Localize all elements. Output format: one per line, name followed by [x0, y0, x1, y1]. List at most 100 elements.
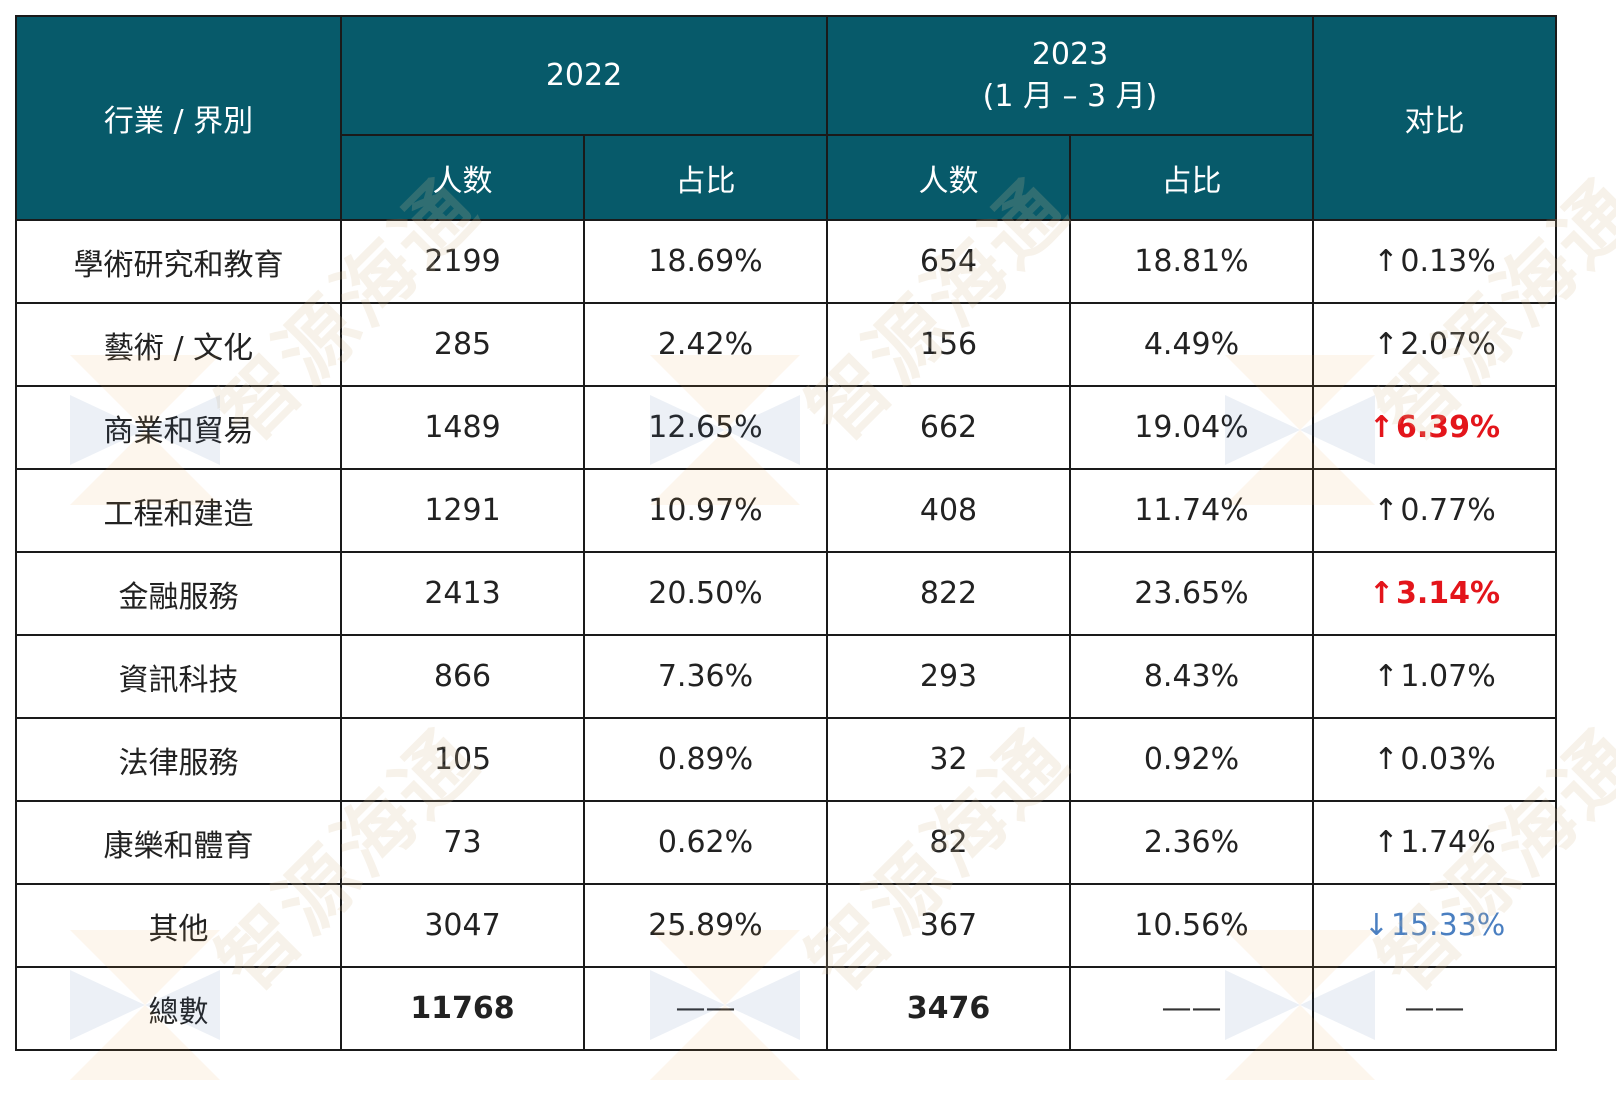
- industry-cell: 法律服務: [15, 717, 342, 802]
- people-2022-cell: 73: [340, 800, 585, 885]
- compare-value: 3.14%: [1396, 576, 1501, 611]
- people-2023-cell: 822: [826, 551, 1071, 636]
- share-2022-cell: 18.69%: [583, 219, 828, 304]
- header-compare: 对比: [1312, 15, 1557, 221]
- compare-value: 15.33%: [1390, 908, 1506, 943]
- people-2022-cell: 285: [340, 302, 585, 387]
- people-2023-cell: 662: [826, 385, 1071, 470]
- header-share-2023: 占比: [1069, 134, 1314, 221]
- compare-cell: ↑1.07%: [1312, 634, 1557, 719]
- table-row: 金融服務 2413 20.50% 822 23.65% ↑3.14%: [15, 551, 1557, 636]
- share-2022-cell: 10.97%: [583, 468, 828, 553]
- share-2022-cell: 2.42%: [583, 302, 828, 387]
- people-2023-cell: 293: [826, 634, 1071, 719]
- up-arrow-icon: ↑: [1373, 742, 1399, 777]
- people-2023-cell: 367: [826, 883, 1071, 968]
- people-2022-cell: 2413: [340, 551, 585, 636]
- share-2023-cell: 2.36%: [1069, 800, 1314, 885]
- share-2022-cell: 7.36%: [583, 634, 828, 719]
- table-row: 法律服務 105 0.89% 32 0.92% ↑0.03%: [15, 717, 1557, 802]
- people-2022-cell: 1291: [340, 468, 585, 553]
- header-row-2: 人数 占比 人数 占比: [16, 134, 1556, 221]
- people-2023-cell: 654: [826, 219, 1071, 304]
- compare-cell: ↑0.13%: [1312, 219, 1557, 304]
- compare-value: 0.77%: [1400, 493, 1496, 528]
- compare-cell: ↑1.74%: [1312, 800, 1557, 885]
- table-row: 其他 3047 25.89% 367 10.56% ↓15.33%: [15, 883, 1557, 968]
- industry-cell: 金融服務: [15, 551, 342, 636]
- share-2023-cell: 19.04%: [1069, 385, 1314, 470]
- industry-cell: 藝術 / 文化: [15, 302, 342, 387]
- total-people-2022: 11768: [340, 966, 585, 1051]
- total-compare: ——: [1312, 966, 1557, 1051]
- table-row: 學術研究和教育 2199 18.69% 654 18.81% ↑0.13%: [15, 219, 1557, 304]
- compare-cell: ↑0.03%: [1312, 717, 1557, 802]
- header-people-2023: 人数: [826, 134, 1071, 221]
- up-arrow-icon: ↑: [1373, 327, 1399, 362]
- share-2023-cell: 11.74%: [1069, 468, 1314, 553]
- industry-cell: 康樂和體育: [15, 800, 342, 885]
- share-2022-cell: 0.62%: [583, 800, 828, 885]
- table-row: 資訊科技 866 7.36% 293 8.43% ↑1.07%: [15, 634, 1557, 719]
- compare-value: 1.74%: [1400, 825, 1496, 860]
- share-2023-cell: 23.65%: [1069, 551, 1314, 636]
- compare-cell: ↑3.14%: [1312, 551, 1557, 636]
- compare-value: 2.07%: [1400, 327, 1496, 362]
- total-label: 總數: [15, 966, 342, 1051]
- share-2022-cell: 20.50%: [583, 551, 828, 636]
- up-arrow-icon: ↑: [1373, 244, 1399, 279]
- header-industry: 行業 / 界別: [15, 15, 342, 221]
- compare-cell: ↓15.33%: [1312, 883, 1557, 968]
- up-arrow-icon: ↑: [1368, 410, 1395, 445]
- people-2023-cell: 408: [826, 468, 1071, 553]
- people-2022-cell: 2199: [340, 219, 585, 304]
- people-2023-cell: 32: [826, 717, 1071, 802]
- up-arrow-icon: ↑: [1373, 659, 1399, 694]
- compare-cell: ↑6.39%: [1312, 385, 1557, 470]
- header-year-2023-period: (1 月 – 3 月): [982, 78, 1158, 114]
- share-2023-cell: 0.92%: [1069, 717, 1314, 802]
- share-2023-cell: 18.81%: [1069, 219, 1314, 304]
- compare-value: 6.39%: [1396, 410, 1501, 445]
- table-row: 商業和貿易 1489 12.65% 662 19.04% ↑6.39%: [15, 385, 1557, 470]
- header-share-2022: 占比: [583, 134, 828, 221]
- share-2023-cell: 10.56%: [1069, 883, 1314, 968]
- up-arrow-icon: ↑: [1368, 576, 1395, 611]
- industry-cell: 資訊科技: [15, 634, 342, 719]
- total-people-2023: 3476: [826, 966, 1071, 1051]
- people-2022-cell: 1489: [340, 385, 585, 470]
- industry-cell: 學術研究和教育: [15, 219, 342, 304]
- total-share-2022: ——: [583, 966, 828, 1051]
- people-2023-cell: 156: [826, 302, 1071, 387]
- people-2023-cell: 82: [826, 800, 1071, 885]
- people-2022-cell: 3047: [340, 883, 585, 968]
- header-year-2022: 2022: [340, 15, 828, 136]
- total-share-2023: ——: [1069, 966, 1314, 1051]
- up-arrow-icon: ↑: [1373, 825, 1399, 860]
- compare-value: 0.03%: [1400, 742, 1496, 777]
- people-2022-cell: 866: [340, 634, 585, 719]
- compare-cell: ↑2.07%: [1312, 302, 1557, 387]
- industry-cell: 其他: [15, 883, 342, 968]
- people-2022-cell: 105: [340, 717, 585, 802]
- industry-cell: 工程和建造: [15, 468, 342, 553]
- table-row: 康樂和體育 73 0.62% 82 2.36% ↑1.74%: [15, 800, 1557, 885]
- total-row: 總數 11768 —— 3476 —— ——: [15, 966, 1557, 1051]
- share-2023-cell: 4.49%: [1069, 302, 1314, 387]
- share-2022-cell: 12.65%: [583, 385, 828, 470]
- industry-cell: 商業和貿易: [15, 385, 342, 470]
- share-2022-cell: 0.89%: [583, 717, 828, 802]
- compare-value: 1.07%: [1400, 659, 1496, 694]
- header-year-2023-year: 2023: [1031, 36, 1109, 72]
- down-arrow-icon: ↓: [1363, 908, 1389, 943]
- compare-cell: ↑0.77%: [1312, 468, 1557, 553]
- compare-value: 0.13%: [1400, 244, 1496, 279]
- share-2023-cell: 8.43%: [1069, 634, 1314, 719]
- header-year-2023: 2023 (1 月 – 3 月): [826, 15, 1314, 136]
- up-arrow-icon: ↑: [1373, 493, 1399, 528]
- industry-table: 行業 / 界別 2022 2023 (1 月 – 3 月) 对比 人数 占比 人…: [15, 15, 1557, 1051]
- share-2022-cell: 25.89%: [583, 883, 828, 968]
- table-row: 藝術 / 文化 285 2.42% 156 4.49% ↑2.07%: [15, 302, 1557, 387]
- header-people-2022: 人数: [340, 134, 585, 221]
- header-row-1: 行業 / 界別 2022 2023 (1 月 – 3 月) 对比: [15, 15, 1557, 221]
